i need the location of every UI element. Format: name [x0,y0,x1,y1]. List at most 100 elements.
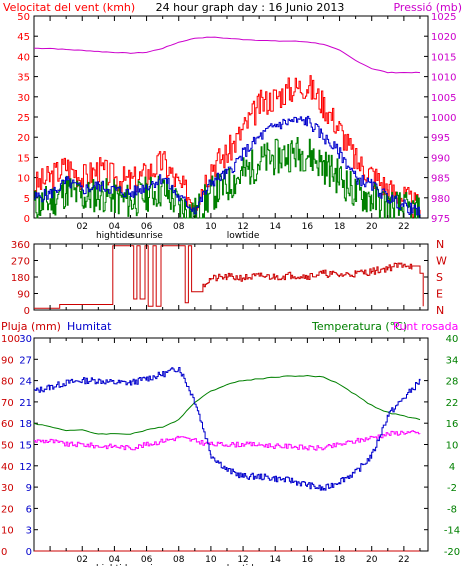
compass-label-S: S [436,271,443,284]
rain-tick-label-1: 10 [1,526,14,537]
temp-tick-label-0: -20 [444,547,460,558]
y-tick-label-45: 45 [17,32,30,43]
hum-tick-label-9: 27 [19,355,32,366]
event-label-hightide: hightide [96,564,133,566]
pressure-axis-title: Pressió (mb) [393,1,462,14]
y2-tick-label-985: 985 [431,174,450,185]
y-tick-label-15: 15 [17,153,30,164]
chart-title: 24 hour graph day : 16 Junio 2013 [156,1,345,14]
y2-tick-label-975: 975 [431,214,450,225]
hour-label-08: 08 [173,555,185,565]
hour-label-14: 14 [269,555,281,565]
dir-tick-label-360: 360 [11,240,30,251]
hour-label-20: 20 [366,555,378,565]
hum-tick-label-10: 30 [19,334,32,345]
hour-label-04: 04 [109,555,121,565]
hour-label-22: 22 [398,555,409,565]
hum-tick-label-3: 9 [26,483,32,494]
wind-avg-line [34,115,421,219]
rain-tick-label-4: 40 [1,462,14,473]
compass-label-E: E [436,288,443,301]
event-label-lowtide: lowtide [227,564,260,566]
hum-tick-label-8: 24 [19,377,32,388]
event-label-sunrise: sunrise [130,231,163,241]
hour-label-14: 14 [269,222,281,232]
dewpoint-line [34,430,421,451]
hum-tick-label-6: 18 [19,419,32,430]
hour-label-08: 08 [173,222,185,232]
event-label-sunrise: sunrise [130,564,163,566]
temp-tick-label-1: -14 [444,526,460,537]
y2-tick-label-995: 995 [431,133,450,144]
hour-label-06: 06 [141,222,153,232]
hour-label-18: 18 [334,555,346,565]
hour-label-02: 02 [77,555,88,565]
y-tick-label-40: 40 [17,52,30,63]
y2-tick-label-1015: 1015 [431,52,456,63]
rain-tick-label-9: 90 [1,355,14,366]
temperature-line [33,374,421,435]
y2-tick-label-1000: 1000 [431,113,456,124]
rain-tick-label-0: 0 [1,547,7,558]
hour-label-12: 12 [237,555,248,565]
dir-tick-label-0: 0 [24,306,30,317]
hum-tick-label-2: 6 [26,504,32,515]
rain-humidity-temp-panel: 0 0 -20 10 3 -14 20 6 -8 30 9 -2 40 12 4 50 15 10 60 18 16 70… [1,320,460,566]
humidity-line [34,367,421,491]
y2-tick-label-1025: 1025 [431,12,456,23]
temp-tick-label-7: 22 [446,398,459,409]
y-tick-label-5: 5 [24,194,30,205]
event-label-lowtide: lowtide [227,231,260,241]
hum-tick-label-4: 12 [19,462,32,473]
rain-tick-label-5: 50 [1,441,14,452]
dir-tick-label-180: 180 [11,273,30,284]
rain-tick-label-7: 70 [1,398,14,409]
humidity-axis-title: Humitat [67,320,112,333]
hum-tick-label-1: 3 [26,526,32,537]
hour-label-22: 22 [398,222,409,232]
temp-tick-label-5: 10 [446,441,459,452]
compass-label-N: N [436,238,444,251]
wind-axis-title: Velocitat del vent (kmh) [3,1,135,14]
wind-speed-line [34,137,421,219]
y2-tick-label-980: 980 [431,194,450,205]
y2-tick-label-1010: 1010 [431,73,456,84]
temp-tick-label-2: -8 [447,504,457,515]
hour-label-10: 10 [205,555,217,565]
rain-tick-label-8: 80 [1,377,14,388]
hour-label-04: 04 [109,222,121,232]
hum-tick-label-0: 0 [26,547,32,558]
hum-tick-label-5: 15 [19,441,32,452]
rain-tick-label-10: 100 [1,334,20,345]
y2-tick-label-990: 990 [431,153,450,164]
temp-tick-label-9: 34 [446,355,459,366]
hour-label-02: 02 [77,222,88,232]
dir-tick-label-270: 270 [11,257,30,268]
y-tick-label-20: 20 [17,133,30,144]
event-label-hightide: hightide [96,231,133,241]
wind-pressure-panel: 0510152025303540455097598098599099510001… [3,1,462,241]
hour-label-16: 16 [302,222,314,232]
hour-label-10: 10 [205,222,217,232]
compass-label-W: W [436,255,447,268]
temp-tick-label-8: 28 [446,377,459,388]
rain-tick-label-6: 60 [1,419,14,430]
rain-tick-label-3: 30 [1,483,14,494]
wind-direction-line [34,245,424,309]
pressure-line [34,36,421,74]
y-tick-label-25: 25 [17,113,30,124]
dewpoint-axis-title: Punt rosada [393,320,458,333]
temp-tick-label-6: 16 [446,419,459,430]
hour-label-12: 12 [237,222,248,232]
compass-label-N: N [436,304,444,317]
rain-tick-label-2: 20 [1,504,14,515]
y2-tick-label-1020: 1020 [431,32,456,43]
y-tick-label-30: 30 [17,93,30,104]
temp-tick-label-4: 4 [449,462,455,473]
temp-tick-label-10: 40 [446,334,459,345]
temp-tick-label-3: -2 [447,483,457,494]
hour-label-20: 20 [366,222,378,232]
